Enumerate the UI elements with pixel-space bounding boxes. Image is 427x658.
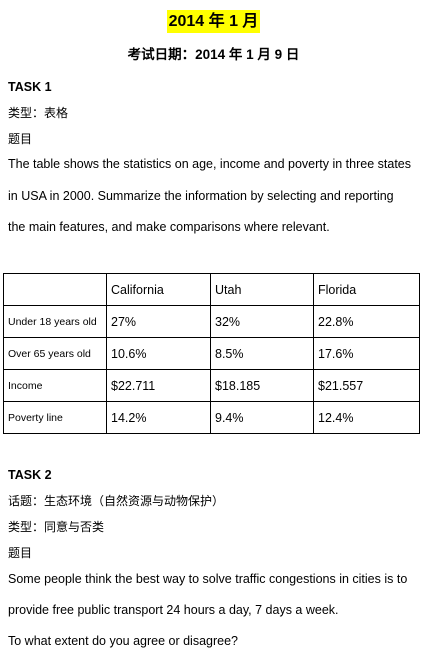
task1-prompt-line-3: the main features, and make comparisons …: [8, 220, 330, 234]
task2-type: 类型：同意与否类: [8, 520, 105, 534]
table-header-row: California Utah Florida: [3, 273, 420, 306]
page-title: 2014 年 1 月: [166, 10, 261, 33]
statistics-table: California Utah Florida Under 18 years o…: [3, 273, 420, 434]
task2-prompt-line-3: To what extent do you agree or disagree?: [8, 634, 239, 648]
table-cell: 27%: [106, 305, 211, 338]
table-cell: $22.711: [106, 369, 211, 402]
task1-heading: TASK 1: [8, 80, 52, 94]
table-row: Poverty line 14.2% 9.4% 12.4%: [3, 401, 420, 434]
table-cell: 17.6%: [313, 337, 420, 370]
task1-prompt-line-2: in USA in 2000. Summarize the informatio…: [8, 189, 394, 203]
table-cell: $21.557: [313, 369, 420, 402]
table-cell: $18.185: [210, 369, 314, 402]
table-row-label: Over 65 years old: [3, 337, 107, 370]
table-cell: 8.5%: [210, 337, 314, 370]
table-cell: 22.8%: [313, 305, 420, 338]
table-header-cell: California: [106, 273, 211, 306]
table-row-label: Under 18 years old: [3, 305, 107, 338]
title-container: 2014 年 1 月: [0, 10, 427, 33]
task1-prompt-label: 题目: [8, 132, 33, 146]
table-cell: 12.4%: [313, 401, 420, 434]
task1-prompt-line-1: The table shows the statistics on age, i…: [8, 157, 411, 171]
table-row: Income $22.711 $18.185 $21.557: [3, 369, 420, 402]
table-cell: 14.2%: [106, 401, 211, 434]
table-header-cell: Florida: [313, 273, 420, 306]
table-row-label: Income: [3, 369, 107, 402]
table-header-cell: [3, 273, 107, 306]
task2-heading: TASK 2: [8, 468, 52, 482]
table-row: Over 65 years old 10.6% 8.5% 17.6%: [3, 337, 420, 370]
table-cell: 10.6%: [106, 337, 211, 370]
task2-prompt-line-1: Some people think the best way to solve …: [8, 572, 408, 586]
table-cell: 32%: [210, 305, 314, 338]
table-row: Under 18 years old 27% 32% 22.8%: [3, 305, 420, 338]
table-header-cell: Utah: [210, 273, 314, 306]
table-cell: 9.4%: [210, 401, 314, 434]
table-row-label: Poverty line: [3, 401, 107, 434]
task2-prompt-line-2: provide free public transport 24 hours a…: [8, 603, 339, 617]
task2-prompt-label: 题目: [8, 546, 33, 560]
task2-topic: 话题：生态环境（自然资源与动物保护）: [8, 494, 225, 508]
task1-type: 类型：表格: [8, 106, 69, 120]
exam-date: 考试日期：2014 年 1 月 9 日: [127, 47, 300, 62]
